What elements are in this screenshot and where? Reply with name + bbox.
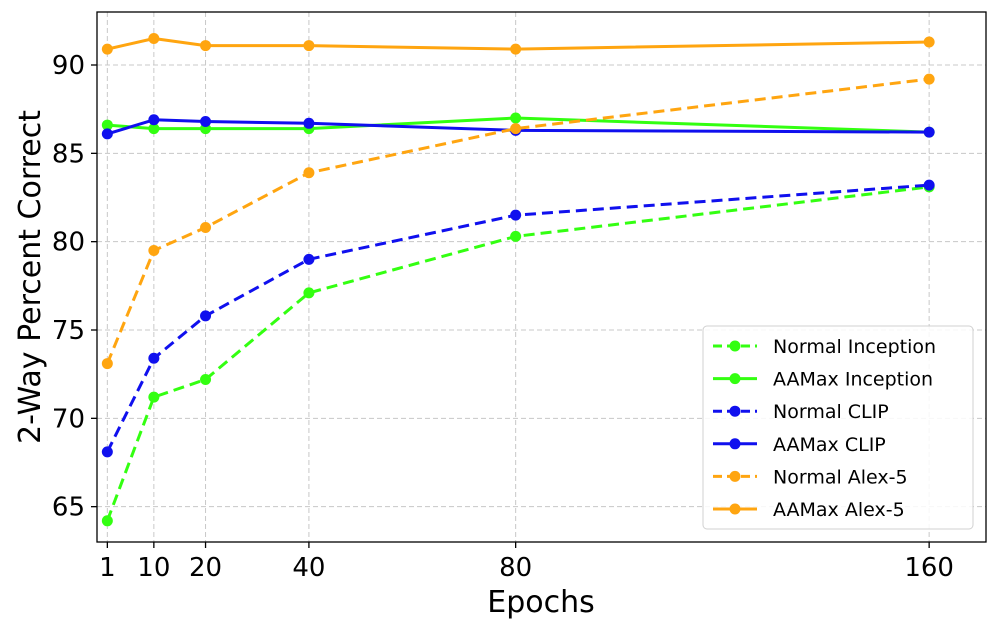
x-tick-label: 80 [499, 553, 532, 583]
data-point-normal-alex-5 [200, 222, 212, 234]
y-tick-label: 80 [52, 228, 85, 258]
y-tick-label: 65 [52, 493, 85, 523]
data-point-aamax-alex-5 [923, 36, 935, 48]
data-point-normal-alex-5 [923, 73, 935, 85]
y-tick-label: 70 [52, 404, 85, 434]
legend-label: Normal Inception [773, 336, 936, 358]
series-line-aamax-clip [106, 118, 930, 136]
y-tick-label: 75 [52, 316, 85, 346]
series-line-aamax-alex-5 [106, 37, 930, 51]
series-line-normal-inception [105, 185, 930, 522]
data-point-aamax-clip [923, 126, 935, 138]
x-tick-label: 40 [292, 553, 325, 583]
legend-item-normal-alex-5: Normal Alex-5 [713, 466, 908, 488]
data-point-normal-clip [148, 352, 160, 364]
data-point-aamax-inception [101, 119, 113, 131]
y-axis-title: 2-Way Percent Correct [13, 110, 48, 444]
series-layer [101, 33, 935, 527]
data-point-normal-clip [200, 310, 212, 322]
data-point-normal-inception [200, 373, 212, 385]
data-point-normal-alex-5 [510, 123, 522, 135]
x-tick-label: 1 [99, 553, 116, 583]
series-normal-clip [101, 179, 935, 458]
data-point-normal-inception [101, 515, 113, 527]
legend-box [702, 325, 974, 530]
data-point-normal-inception [510, 230, 522, 242]
y-axis-ticks: 65 70 75 80 85 90 [52, 51, 97, 523]
legend-item-normal-clip: Normal CLIP [713, 401, 889, 423]
legend-label: AAMax Alex-5 [773, 499, 905, 521]
data-point-normal-clip [101, 446, 113, 458]
legend-swatch-marker [729, 373, 741, 385]
legend-item-aamax-clip: AAMax CLIP [713, 434, 886, 456]
legend-item-aamax-inception: AAMax Inception [713, 369, 933, 391]
data-point-normal-alex-5 [148, 245, 160, 256]
legend-item-normal-inception: Normal Inception [713, 336, 936, 358]
data-point-normal-clip [923, 179, 935, 191]
legend-label: Normal CLIP [773, 401, 889, 423]
data-point-aamax-inception [148, 123, 160, 135]
legend-swatch-marker [729, 405, 741, 417]
data-point-normal-alex-5 [303, 167, 315, 179]
legend-item-aamax-alex-5: AAMax Alex-5 [713, 499, 905, 521]
data-point-aamax-alex-5 [101, 43, 113, 55]
x-tick-label: 160 [904, 553, 954, 583]
legend: Normal Inception AAMax Inception Normal CL… [702, 325, 974, 530]
data-point-normal-alex-5 [101, 358, 113, 370]
x-tick-label: 10 [137, 553, 170, 583]
legend-swatch-marker [729, 340, 741, 352]
data-point-aamax-clip [303, 117, 315, 129]
data-point-normal-clip [510, 209, 522, 221]
x-tick-label: 20 [189, 553, 222, 583]
data-point-aamax-inception [510, 112, 522, 124]
legend-swatch-marker [729, 470, 741, 482]
series-line-normal-clip [105, 183, 930, 453]
x-axis-ticks: 1 10 20 40 80 160 [99, 542, 954, 583]
data-point-aamax-clip [101, 128, 113, 140]
data-point-aamax-alex-5 [148, 33, 160, 44]
data-point-aamax-clip [148, 114, 160, 126]
data-point-aamax-clip [200, 116, 212, 128]
x-axis-title: Epochs [487, 585, 595, 620]
data-point-aamax-alex-5 [510, 43, 522, 55]
y-tick-label: 85 [52, 139, 85, 169]
series-line-aamax-inception [107, 116, 930, 134]
data-point-normal-inception [303, 287, 315, 299]
series-aamax-alex-5 [101, 33, 935, 55]
plot-frame [96, 11, 987, 543]
data-point-aamax-alex-5 [200, 40, 212, 52]
data-point-normal-clip [303, 253, 315, 265]
data-point-normal-inception [148, 391, 160, 403]
y-tick-label: 90 [52, 51, 85, 81]
legend-label: Normal Alex-5 [773, 466, 908, 488]
series-normal-alex-5 [101, 73, 935, 370]
legend-label: AAMax CLIP [773, 434, 886, 456]
legend-swatch-marker [729, 503, 741, 515]
data-point-aamax-alex-5 [303, 40, 315, 52]
legend-swatch-marker [729, 438, 741, 450]
legend-label: AAMax Inception [773, 369, 933, 391]
